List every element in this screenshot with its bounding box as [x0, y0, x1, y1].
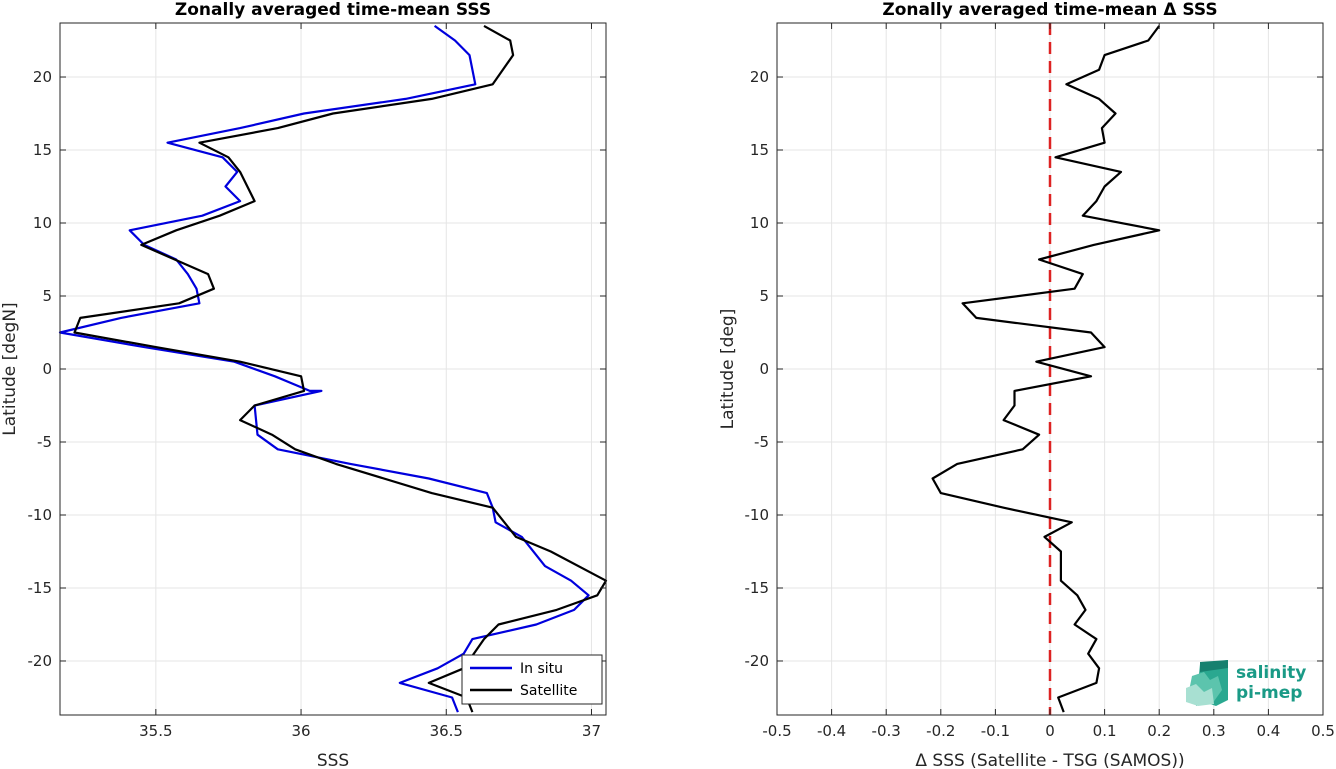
- legend-label-in-situ: In situ: [520, 661, 563, 677]
- left-x-tick-label: 36.5: [430, 722, 463, 740]
- left-grid: [60, 23, 606, 715]
- left-series-line-in-situ: [58, 25, 590, 713]
- right-x-tick-label: -0.3: [872, 722, 901, 740]
- right-x-tick-label: 0.2: [1147, 722, 1171, 740]
- right-x-tick-label: -0.2: [926, 722, 955, 740]
- left-plot-frame: [59, 22, 607, 716]
- logo-text-line1: salinity: [1236, 663, 1306, 683]
- left-x-tick-label: 36: [292, 722, 311, 740]
- right-x-axis-label: Δ SSS (Satellite - TSG (SAMOS)): [915, 751, 1184, 769]
- legend-box: [461, 654, 603, 705]
- left-chart-title: Zonally averaged time-mean SSS: [175, 0, 491, 20]
- left-chart: 35.5 36 36.5 37 -20 -15 -10 -5 0 5 10 15 20 Zonally …: [0, 0, 608, 769]
- left-y-tick-label: 5: [42, 287, 52, 305]
- left-y-tick-label: -5: [37, 433, 52, 451]
- logo-text-line2: pi-mep: [1236, 683, 1302, 703]
- right-series-group: [931, 25, 1161, 713]
- legend: In situ Satellite: [461, 654, 603, 705]
- left-y-tick-label: 15: [33, 141, 52, 159]
- right-chart: -0.5 -0.4 -0.3 -0.2 -0.1 0 0.1 0.2 0.3 0.4 0.5 -20 -…: [718, 0, 1335, 769]
- right-x-tick-label: 0.5: [1311, 722, 1335, 740]
- left-x-axis-label: SSS: [317, 751, 349, 769]
- right-x-tick-label: -0.5: [762, 722, 791, 740]
- right-chart-title: Zonally averaged time-mean Δ SSS: [882, 0, 1217, 20]
- right-y-tick-label: 5: [759, 287, 769, 305]
- right-x-tick-label: -0.4: [817, 722, 846, 740]
- left-x-tick-label: 35.5: [139, 722, 172, 740]
- left-y-tick-label: -15: [28, 579, 53, 597]
- wave-logo-icon: [1186, 660, 1228, 706]
- left-y-tick-label: -10: [28, 506, 53, 524]
- left-series-line-satellite: [73, 24, 608, 713]
- right-y-tick-label: 0: [759, 360, 769, 378]
- right-y-tick-label: -20: [745, 652, 770, 670]
- left-y-tick-label: 0: [42, 360, 52, 378]
- left-y-tick-label: 20: [33, 68, 52, 86]
- left-ticks: 35.5 36 36.5 37 -20 -15 -10 -5 0 5 10 15 20: [28, 23, 606, 740]
- salinity-pi-mep-logo: salinity pi-mep: [1186, 660, 1306, 706]
- right-ticks: -0.5 -0.4 -0.3 -0.2 -0.1 0 0.1 0.2 0.3 0.4 0.5 -20 -…: [745, 23, 1335, 740]
- right-y-tick-label: 15: [750, 141, 769, 159]
- left-x-tick-label: 37: [582, 722, 601, 740]
- left-y-tick-label: 10: [33, 214, 52, 232]
- left-y-tick-label: -20: [28, 652, 53, 670]
- right-y-tick-label: -10: [745, 506, 770, 524]
- right-x-tick-label: 0: [1045, 722, 1055, 740]
- right-plot-frame: [776, 22, 1324, 716]
- right-y-tick-label: 20: [750, 68, 769, 86]
- legend-label-satellite: Satellite: [520, 683, 577, 699]
- right-y-tick-label: 10: [750, 214, 769, 232]
- right-y-axis-label: Latitude [deg]: [718, 309, 738, 430]
- right-x-tick-label: -0.1: [981, 722, 1010, 740]
- right-series-line-delta-sss: [931, 25, 1161, 713]
- right-x-tick-label: 0.1: [1093, 722, 1117, 740]
- right-x-tick-label: 0.4: [1256, 722, 1280, 740]
- left-series-group: [58, 24, 608, 713]
- right-y-tick-label: -5: [754, 433, 769, 451]
- left-y-axis-label: Latitude [degN]: [0, 302, 20, 435]
- right-x-tick-label: 0.3: [1202, 722, 1226, 740]
- right-y-tick-label: -15: [745, 579, 770, 597]
